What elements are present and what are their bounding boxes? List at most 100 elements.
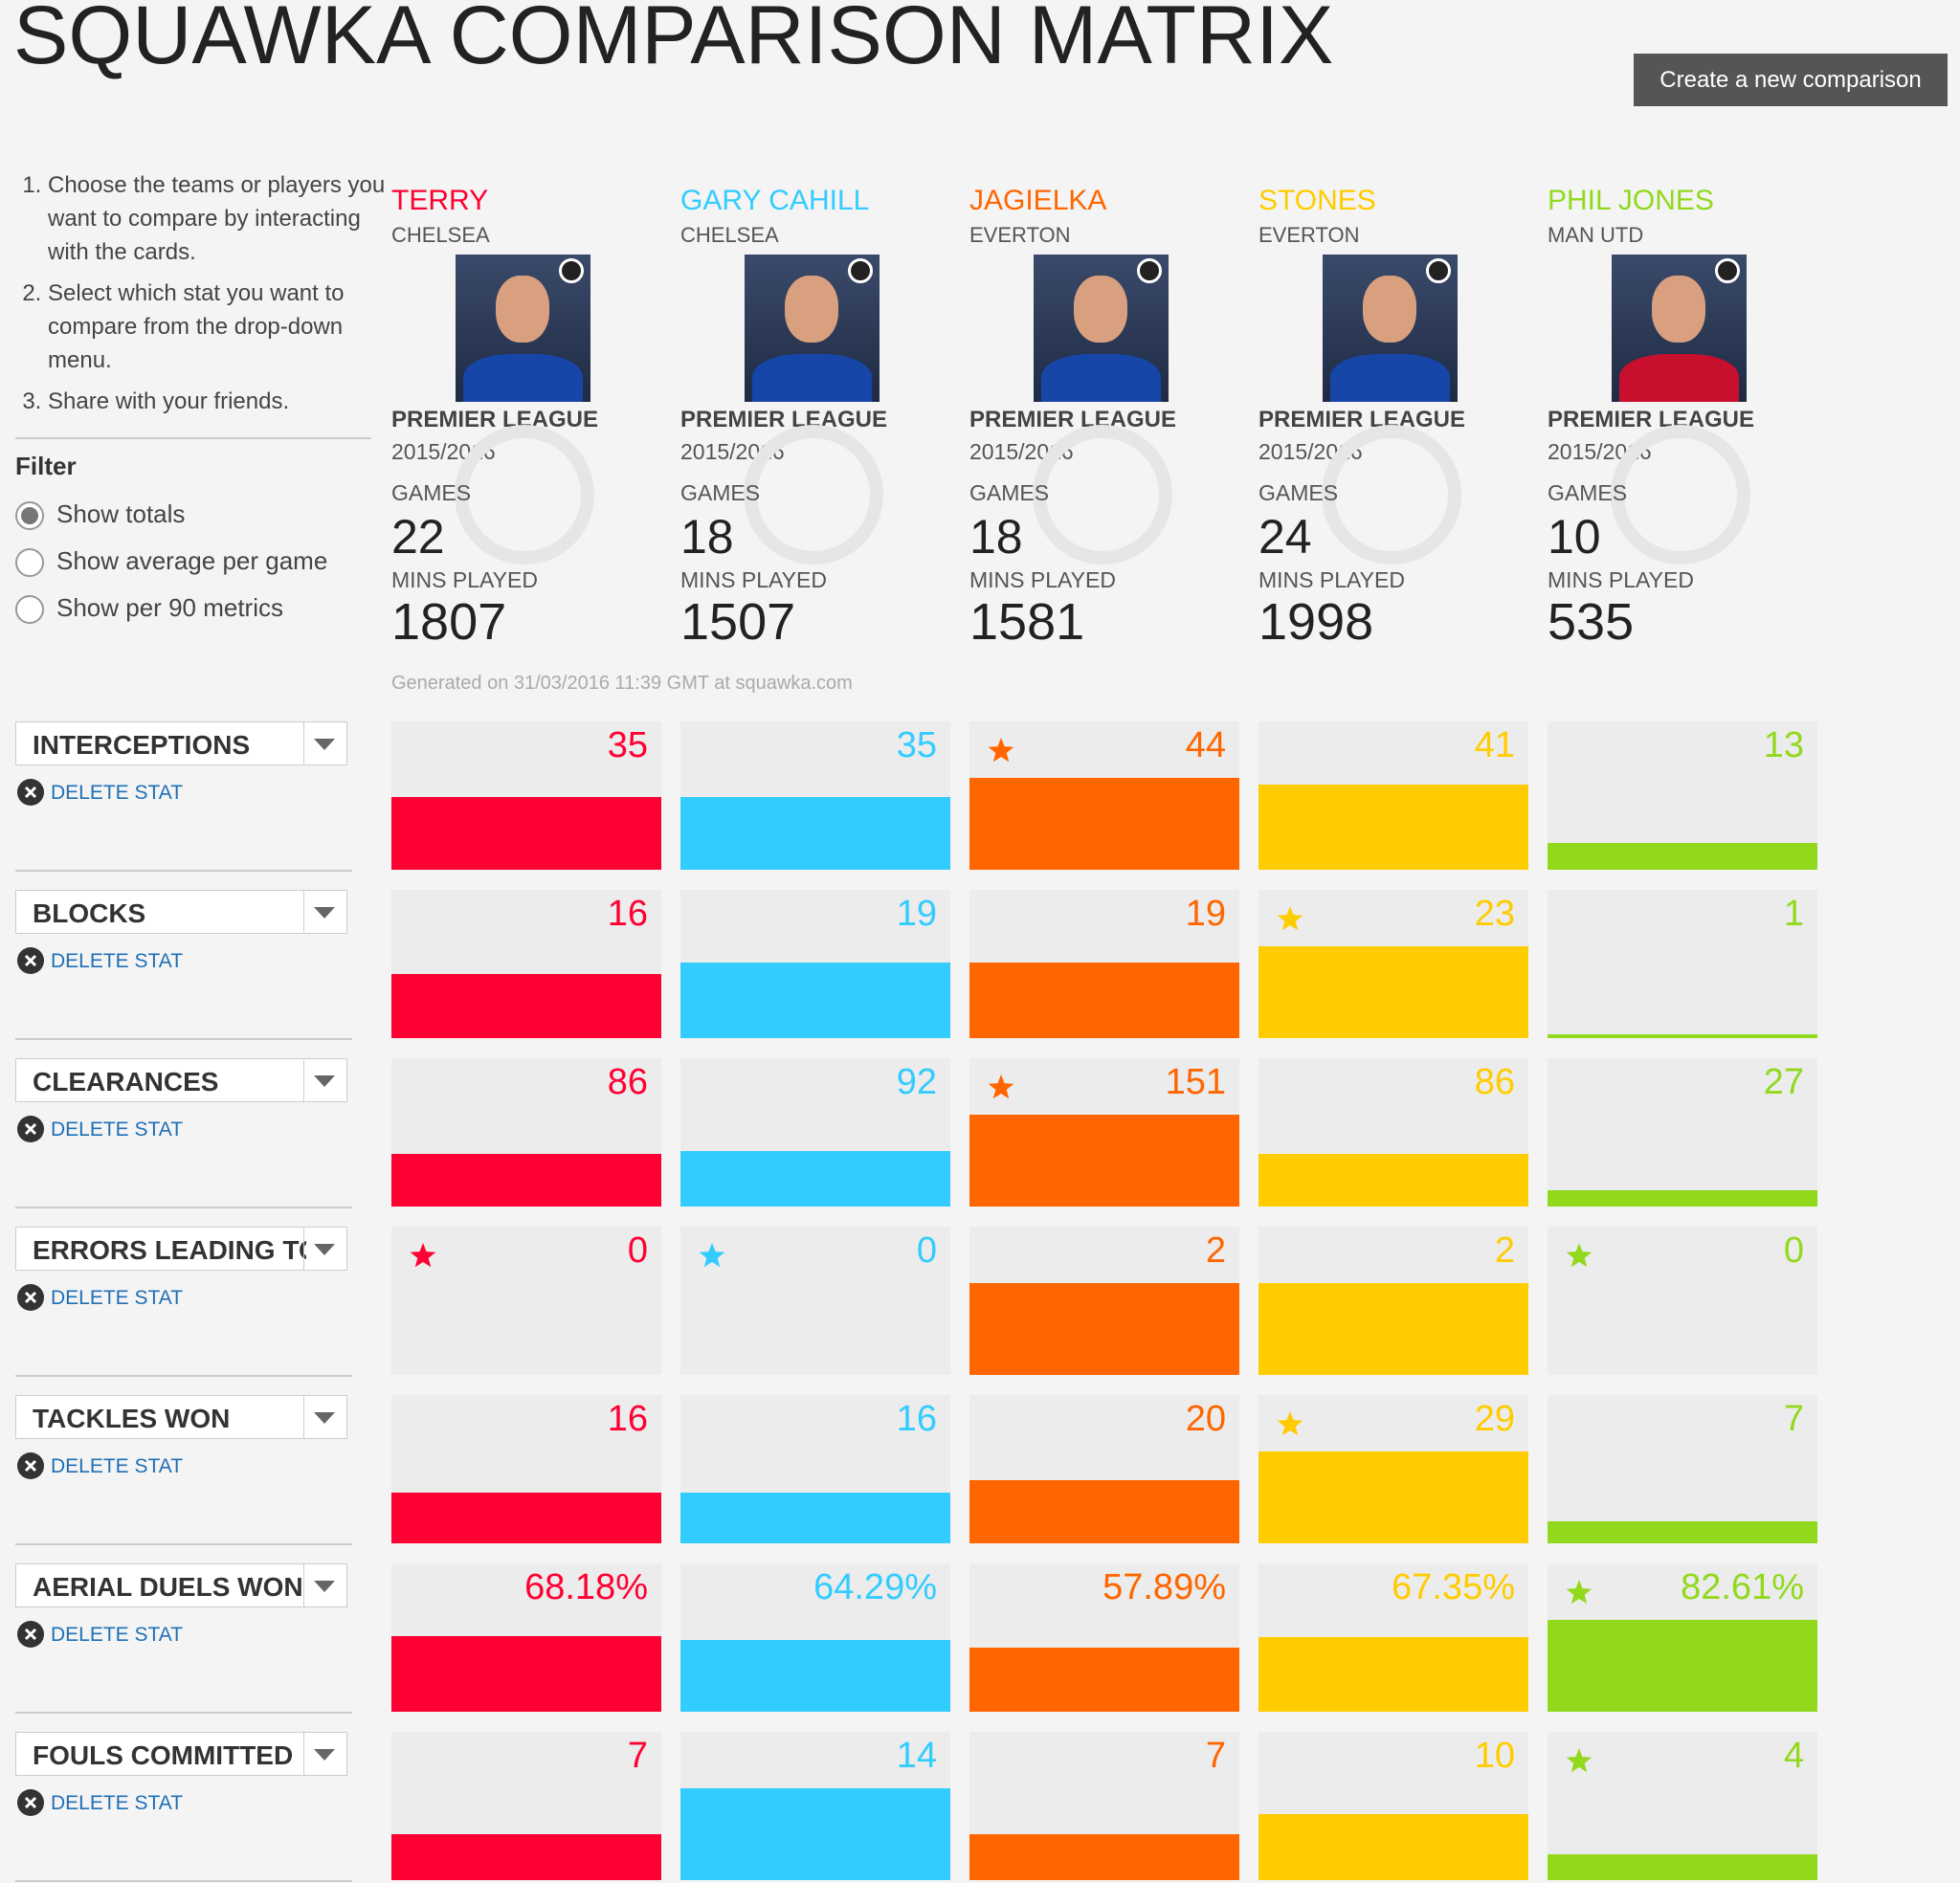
stat-value: 4	[1783, 1736, 1804, 1776]
delete-stat-link[interactable]: DELETE STAT	[51, 1119, 184, 1141]
team-name: CHELSEA	[391, 223, 490, 247]
photo-head	[785, 276, 838, 343]
player-name: TERRY	[391, 185, 489, 216]
stat-dropdown[interactable]: CLEARANCES	[15, 1058, 347, 1102]
mins-value: 535	[1548, 593, 1635, 651]
stat-value: 0	[627, 1230, 648, 1271]
stat-dropdown[interactable]: TACKLES WON	[15, 1395, 347, 1439]
dropdown-arrow-area	[303, 722, 346, 764]
new-comparison-button[interactable]: Create a new comparison	[1634, 54, 1948, 106]
radio-button[interactable]	[15, 501, 44, 530]
row-divider	[15, 1038, 352, 1040]
stat-cell: 14	[680, 1732, 950, 1880]
photo-badge	[1137, 258, 1162, 283]
games-value: 22	[391, 510, 445, 564]
player-name: PHIL JONES	[1548, 185, 1714, 216]
radio-label[interactable]: Show per 90 metrics	[56, 593, 283, 622]
stat-cell: 86	[391, 1058, 661, 1207]
delete-stat-link[interactable]: DELETE STAT	[51, 1792, 184, 1814]
stat-cell: 92	[680, 1058, 950, 1207]
league: PREMIER LEAGUE	[969, 407, 1177, 432]
stat-bar	[969, 1647, 1239, 1712]
games-value: 24	[1258, 510, 1312, 564]
dropdown-arrow-area	[303, 891, 346, 933]
team-name: MAN UTD	[1548, 223, 1644, 247]
photo-badge	[848, 258, 873, 283]
generated-note: Generated on 31/03/2016 11:39 GMT at squ…	[391, 673, 853, 694]
radio-button[interactable]	[15, 595, 44, 624]
stat-cell: 4	[1548, 1732, 1817, 1880]
radio-label[interactable]: Show average per game	[56, 546, 328, 575]
delete-icon[interactable]	[17, 1621, 44, 1648]
stat-bar	[1258, 1283, 1528, 1375]
stat-cell: 10	[1258, 1732, 1528, 1880]
dropdown-arrow-area	[303, 1228, 346, 1270]
row-divider	[15, 1543, 352, 1545]
radio-dot	[21, 507, 38, 524]
delete-stat-link[interactable]: DELETE STAT	[51, 1624, 184, 1646]
stat-bar	[1258, 1814, 1528, 1880]
photo-shirt	[752, 354, 872, 402]
stat-bar	[680, 1150, 950, 1207]
stat-bar	[391, 1635, 661, 1712]
stat-value: 10	[1474, 1736, 1515, 1776]
delete-icon[interactable]	[17, 1284, 44, 1311]
stat-name: TACKLES WON	[33, 1404, 231, 1433]
delete-stat-link[interactable]: DELETE STAT	[51, 950, 184, 972]
photo-head	[496, 276, 549, 343]
player-photo	[1612, 255, 1747, 402]
stat-bar	[680, 1640, 950, 1712]
stat-dropdown[interactable]: INTERCEPTIONS	[15, 721, 347, 765]
player-card[interactable]: TERRY CHELSEA PREMIER LEAGUE 2015/2016 GAMES…	[391, 181, 657, 656]
best-star	[410, 1243, 436, 1268]
radio-label[interactable]: Show totals	[56, 499, 186, 528]
stat-bar	[391, 1834, 661, 1880]
photo-badge	[1715, 258, 1740, 283]
mins-value: 1581	[969, 593, 1085, 651]
photo-shirt	[1041, 354, 1161, 402]
stat-bar	[391, 796, 661, 870]
delete-stat-link[interactable]: DELETE STAT	[51, 1455, 184, 1477]
stat-dropdown[interactable]: FOULS COMMITTED	[15, 1732, 347, 1776]
stat-bar	[1258, 1154, 1528, 1207]
delete-icon[interactable]	[17, 947, 44, 974]
delete-icon[interactable]	[17, 779, 44, 806]
player-card[interactable]: STONES EVERTON PREMIER LEAGUE 2015/2016 GAME…	[1258, 181, 1524, 656]
dropdown-arrow	[314, 1412, 335, 1424]
instruction: Choose the teams or players you want to …	[48, 168, 402, 269]
team-name: EVERTON	[969, 223, 1071, 247]
stat-value: 14	[896, 1736, 937, 1776]
best-star	[1277, 1411, 1303, 1436]
delete-stat-link[interactable]: DELETE STAT	[51, 782, 184, 804]
player-card[interactable]: GARY CAHILL CHELSEA PREMIER LEAGUE 2015/201…	[680, 181, 946, 656]
best-star	[1566, 1580, 1592, 1605]
delete-icon[interactable]	[17, 1452, 44, 1479]
stat-bar	[391, 1493, 661, 1543]
stat-bar	[969, 1115, 1239, 1207]
row-divider	[15, 1207, 352, 1208]
delete-stat-link[interactable]: DELETE STAT	[51, 1287, 184, 1309]
delete-cross	[24, 1796, 37, 1809]
delete-icon[interactable]	[17, 1116, 44, 1142]
stat-value: 35	[896, 725, 937, 765]
player-card[interactable]: PHIL JONES MAN UTD PREMIER LEAGUE 2015/2016…	[1548, 181, 1813, 656]
player-card[interactable]: JAGIELKA EVERTON PREMIER LEAGUE 2015/2016 GA…	[969, 181, 1235, 656]
stat-bar	[680, 796, 950, 870]
stat-bar	[1258, 1451, 1528, 1543]
games-label: GAMES	[391, 480, 472, 505]
photo-shirt	[1619, 354, 1739, 402]
stat-dropdown[interactable]: ERRORS LEADING TO	[15, 1227, 347, 1271]
stat-value: 0	[1783, 1230, 1804, 1271]
league: PREMIER LEAGUE	[1258, 407, 1466, 432]
stat-dropdown[interactable]: AERIAL DUELS WON	[15, 1563, 347, 1607]
stat-dropdown[interactable]: BLOCKS	[15, 890, 347, 934]
page-title: SQUAWKA COMPARISON MATRIX	[13, 0, 1334, 81]
delete-icon[interactable]	[17, 1789, 44, 1816]
games-label: GAMES	[969, 480, 1050, 505]
radio-button[interactable]	[15, 548, 44, 577]
best-star	[988, 1074, 1014, 1099]
stat-value: 29	[1474, 1399, 1515, 1439]
photo-shirt	[1330, 354, 1450, 402]
stat-value: 7	[1205, 1736, 1226, 1776]
